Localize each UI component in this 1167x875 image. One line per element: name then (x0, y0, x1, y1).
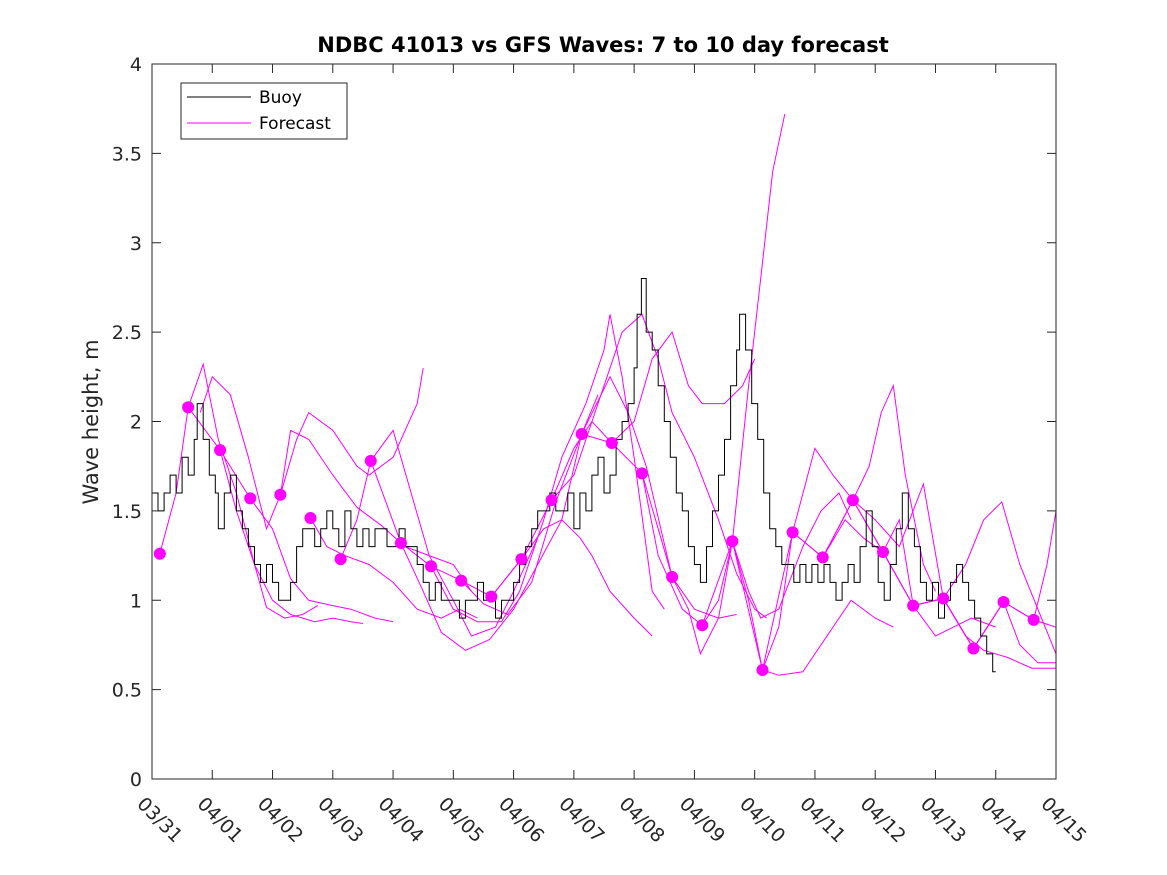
forecast-point-3 (214, 444, 227, 457)
forecast-point-27 (937, 592, 950, 605)
x-tick-label: 04/15 (1036, 793, 1090, 847)
forecast-line-2 (187, 406, 363, 624)
forecast-point-21 (756, 663, 769, 676)
forecast-point-12 (485, 590, 498, 603)
forecast-point-20 (726, 535, 739, 548)
forecast-point-7 (334, 553, 347, 566)
legend-forecast-label: Forecast (259, 114, 331, 134)
x-tick-label: 04/02 (253, 793, 307, 847)
x-tick-label: 04/03 (313, 793, 367, 847)
forecast-point-10 (425, 560, 438, 573)
y-axis-label: Wave height, m (79, 339, 103, 504)
plot-background (152, 64, 1056, 779)
forecast-point-29 (997, 596, 1010, 609)
forecast-point-2 (182, 401, 195, 414)
forecast-point-5 (274, 488, 287, 501)
legend-buoy-label: Buoy (259, 88, 302, 108)
forecast-point-8 (364, 454, 377, 467)
y-axis: 0 0.5 1 1.5 2 2.5 3 3.5 4 (112, 54, 1056, 791)
x-tick-label: 04/05 (434, 793, 488, 847)
buoy-line (152, 278, 996, 673)
forecast-point-26 (907, 599, 920, 612)
forecast-line-9 (400, 314, 665, 623)
forecast-point-15 (575, 428, 588, 441)
forecast-line-6 (310, 517, 478, 619)
x-tick-label: 04/07 (554, 793, 608, 847)
forecast-point-11 (455, 574, 468, 587)
x-tick-label: 04/09 (675, 793, 729, 847)
forecast-line-8 (370, 394, 599, 651)
x-tick-label: 04/04 (374, 793, 428, 847)
chart-title: NDBC 41013 vs GFS Waves: 7 to 10 day for… (317, 33, 888, 57)
forecast-line-5 (279, 429, 472, 592)
forecast-line-4 (199, 367, 424, 531)
x-tick-label: 04/14 (976, 793, 1030, 847)
y-tick-label: 3.5 (112, 143, 142, 165)
forecast-point-22 (786, 526, 799, 539)
forecast-point-16 (605, 436, 618, 449)
forecast-point-23 (816, 551, 829, 564)
x-tick-label: 04/13 (916, 793, 970, 847)
forecast-point-19 (696, 619, 709, 632)
y-tick-label: 1.5 (112, 501, 142, 523)
plot-area (151, 63, 1057, 780)
x-tick-label: 04/12 (856, 793, 910, 847)
forecast-line-13 (551, 313, 767, 619)
forecast-point-17 (635, 467, 648, 480)
series-group (152, 113, 1056, 676)
y-tick-label: 2 (130, 412, 142, 434)
y-tick-label: 4 (130, 54, 142, 76)
forecast-point-30 (1027, 613, 1040, 626)
forecast-line-15 (641, 113, 786, 656)
y-tick-label: 2.5 (112, 322, 142, 344)
x-tick-label: 04/11 (795, 793, 849, 847)
forecast-line-16 (701, 539, 894, 676)
forecast-point-6 (304, 512, 317, 525)
forecast-point-1 (153, 547, 166, 560)
forecast-point-18 (666, 571, 679, 584)
y-tick-label: 0 (130, 769, 142, 791)
x-tick-label: 04/06 (494, 793, 548, 847)
forecast-point-28 (967, 642, 980, 655)
forecast-point-4 (244, 492, 257, 505)
y-tick-label: 0.5 (112, 680, 142, 702)
forecast-point-25 (877, 545, 890, 558)
forecast-point-24 (846, 494, 859, 507)
forecast-point-9 (394, 537, 407, 550)
y-tick-label: 1 (130, 590, 142, 612)
x-tick-label: 03/31 (132, 793, 186, 847)
forecast-line-3 (219, 449, 394, 623)
forecast-point-13 (515, 553, 528, 566)
x-tick-label: 04/01 (193, 793, 247, 847)
x-tick-label: 04/10 (735, 793, 789, 847)
forecast-line-12 (490, 331, 756, 598)
x-tick-label: 04/08 (615, 793, 669, 847)
forecast-point-14 (545, 494, 558, 507)
forecast-line-10 (430, 375, 737, 619)
y-tick-label: 3 (130, 233, 142, 255)
legend-box (180, 82, 348, 140)
legend: Buoy Forecast (180, 82, 348, 140)
